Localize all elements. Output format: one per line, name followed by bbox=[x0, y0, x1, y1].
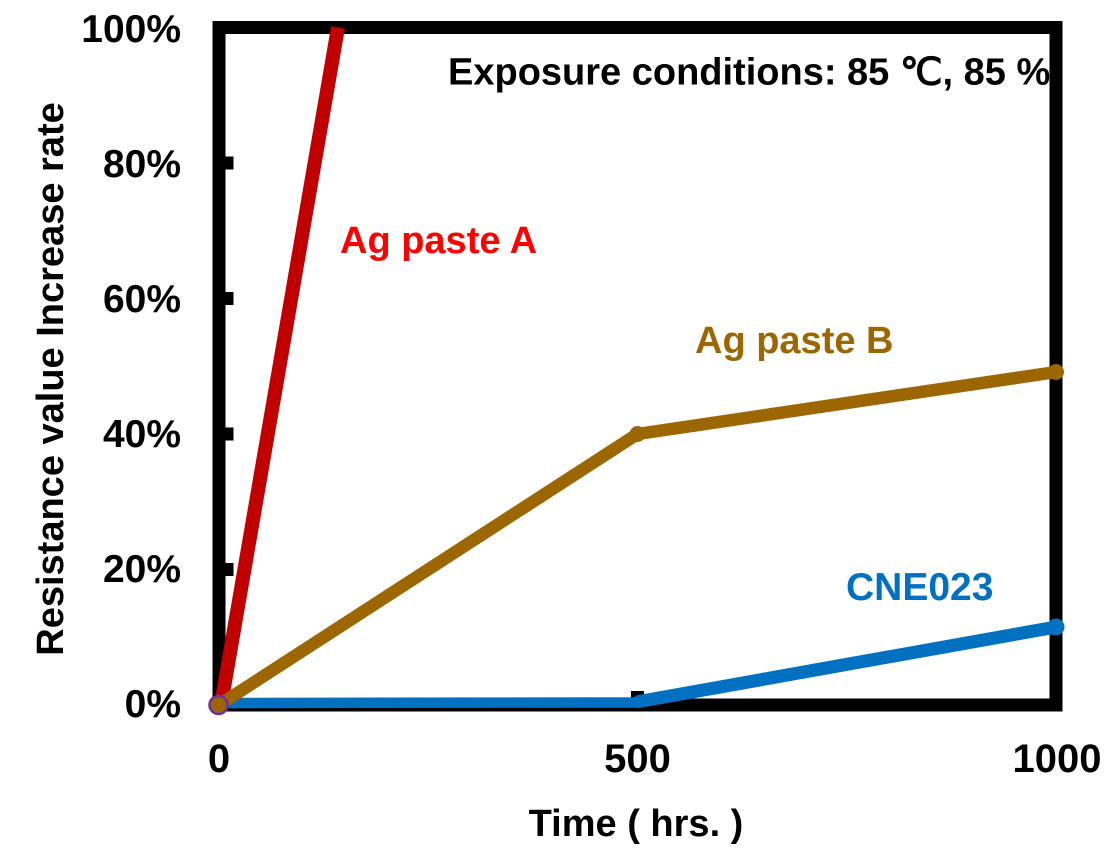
svg-text:40%: 40% bbox=[103, 413, 181, 456]
svg-text:Time ( hrs. ): Time ( hrs. ) bbox=[529, 803, 744, 845]
svg-text:Ag paste B: Ag paste B bbox=[695, 320, 893, 362]
svg-text:CNE023: CNE023 bbox=[846, 566, 993, 609]
svg-text:0: 0 bbox=[208, 737, 230, 781]
svg-text:0%: 0% bbox=[125, 683, 181, 726]
svg-text:100%: 100% bbox=[81, 8, 181, 51]
svg-text:Exposure conditions: 85 ℃, 85: Exposure conditions: 85 ℃, 85 % bbox=[448, 52, 1050, 94]
svg-text:Resistance value Increase rate: Resistance value Increase rate bbox=[30, 102, 72, 655]
svg-text:20%: 20% bbox=[103, 548, 181, 591]
svg-text:1000: 1000 bbox=[1013, 737, 1102, 781]
svg-text:Ag paste A: Ag paste A bbox=[340, 220, 537, 262]
svg-text:500: 500 bbox=[604, 737, 671, 781]
svg-text:80%: 80% bbox=[103, 143, 181, 186]
svg-text:60%: 60% bbox=[103, 278, 181, 321]
